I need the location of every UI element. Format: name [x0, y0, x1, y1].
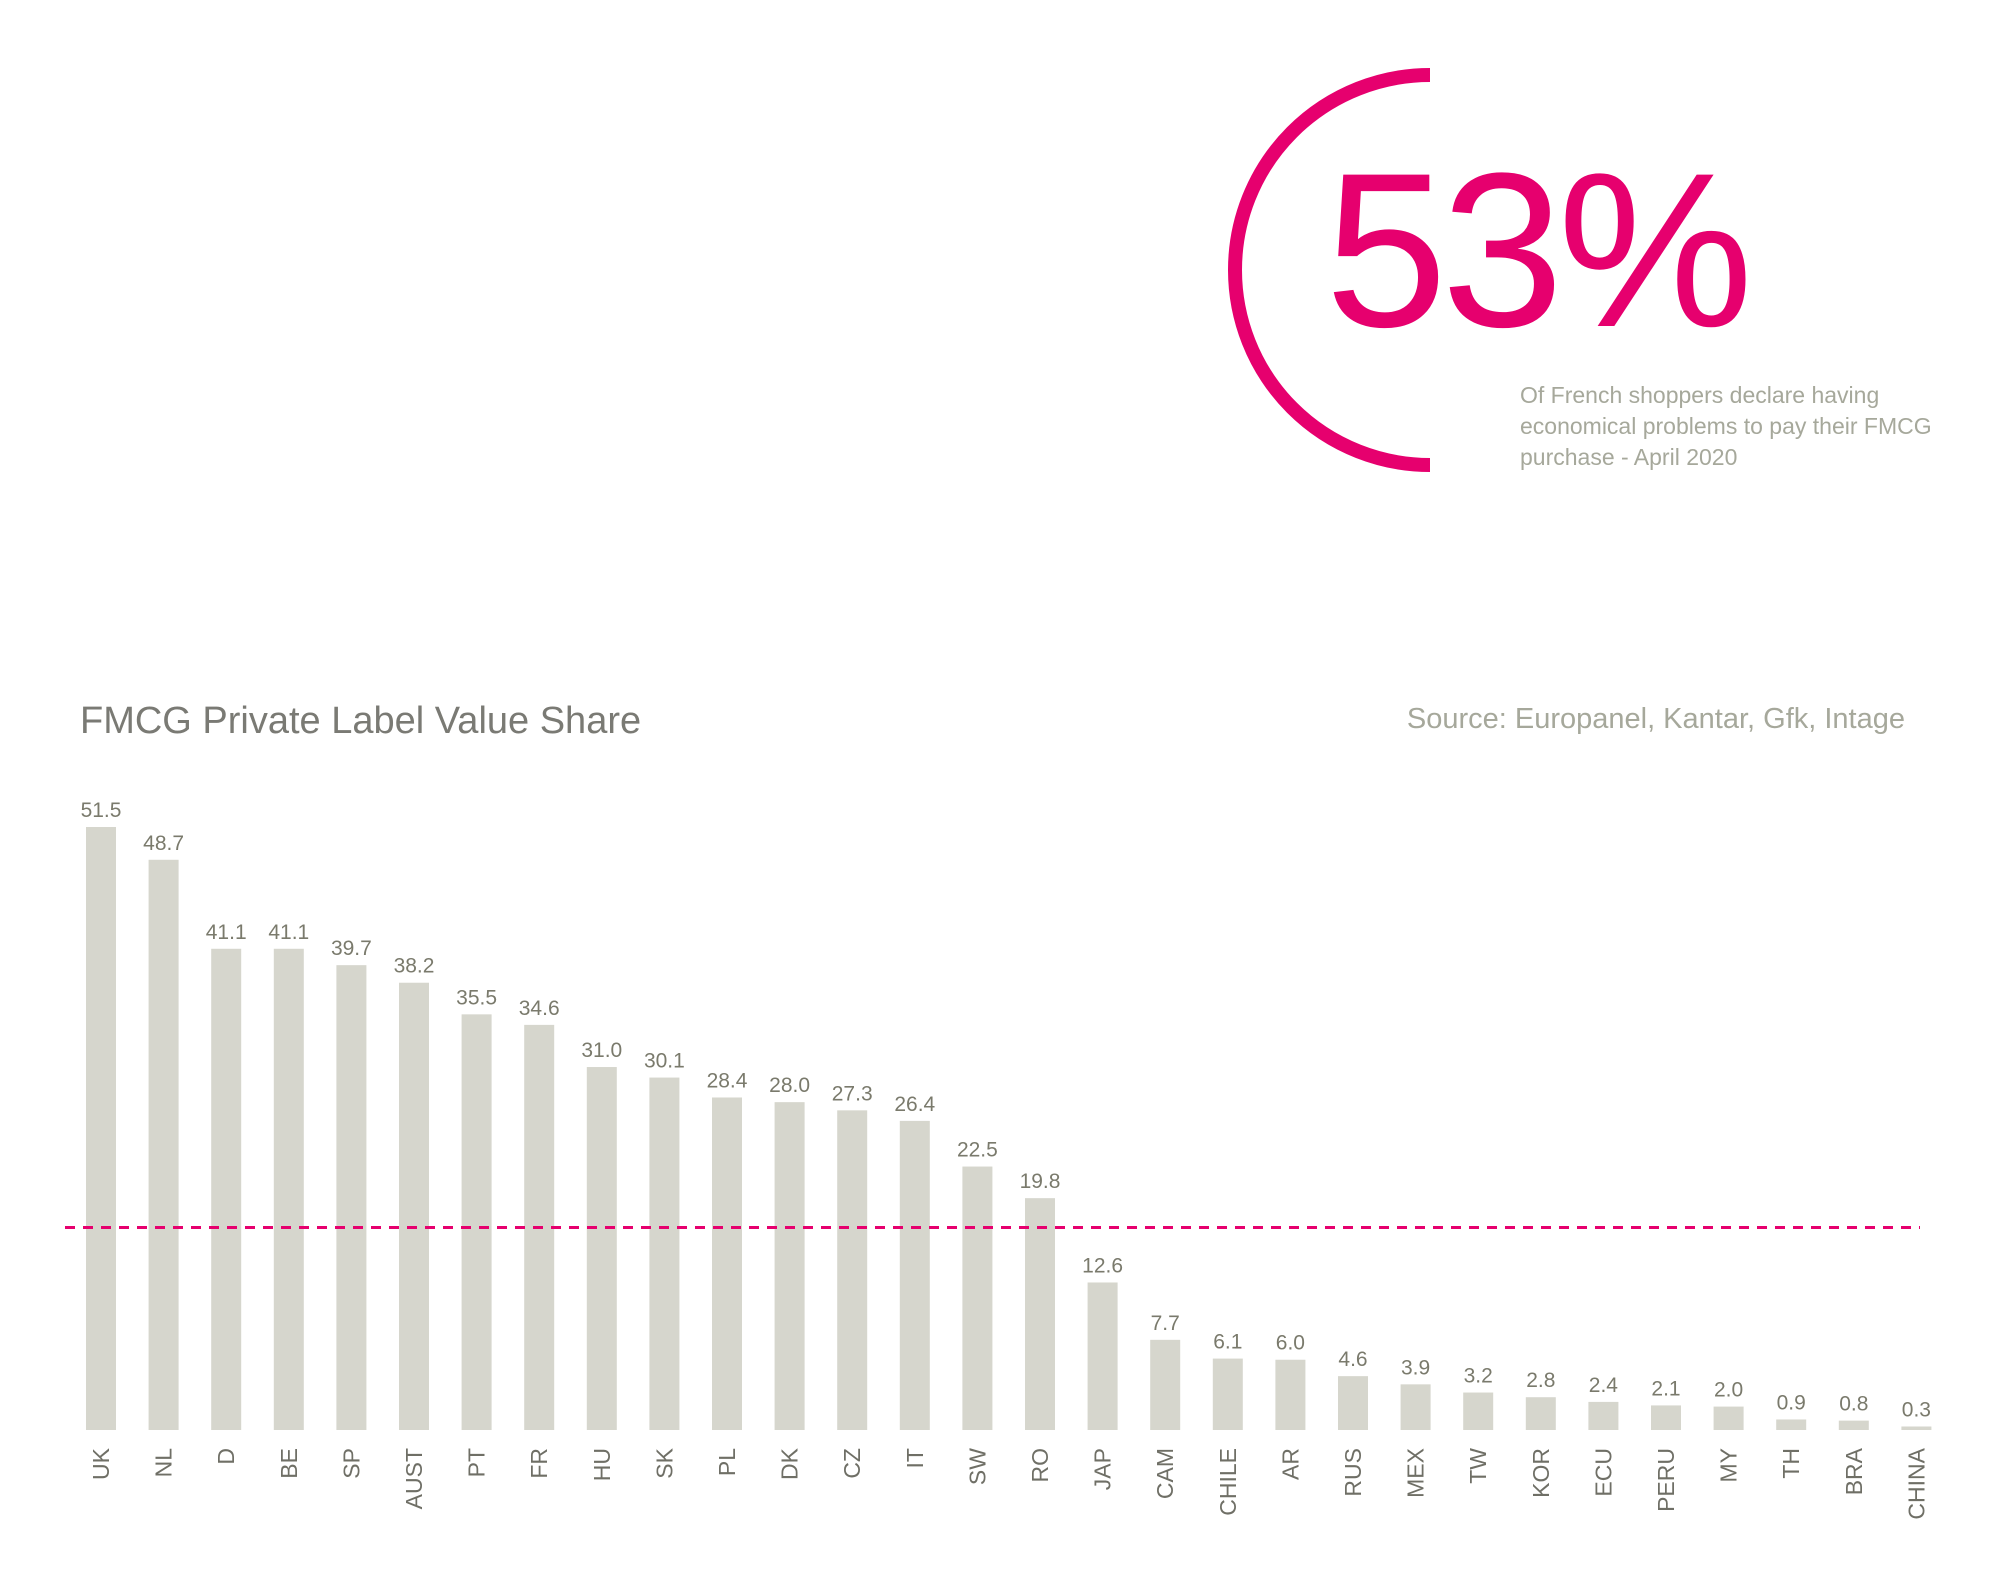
category-label: JAP	[1090, 1448, 1116, 1490]
bar-be	[273, 948, 304, 1430]
category-label: CHINA	[1903, 1447, 1929, 1519]
category-label: ECU	[1590, 1448, 1616, 1497]
stat-caption: Of French shoppers declare having econom…	[1520, 382, 1932, 470]
stat-number: 53%	[1325, 127, 1753, 373]
bar-value-label: 3.9	[1401, 1356, 1430, 1379]
bar-ar	[1275, 1359, 1306, 1430]
bar-pl	[712, 1097, 742, 1430]
bar-value-label: 34.6	[519, 997, 560, 1020]
bar-value-label: 0.3	[1902, 1398, 1931, 1421]
bar-pt	[461, 1014, 492, 1430]
highlight-arc	[1228, 68, 1431, 472]
category-label: PERU	[1653, 1448, 1679, 1512]
bar-value-label: 27.3	[832, 1082, 873, 1105]
bar-value-label: 3.2	[1464, 1365, 1493, 1388]
bar-mex	[1400, 1384, 1431, 1430]
category-label: PL	[714, 1448, 740, 1476]
category-label: FR	[526, 1448, 552, 1479]
bar-peru	[1651, 1405, 1681, 1430]
bar-sw	[962, 1166, 993, 1430]
category-label: DK	[777, 1447, 803, 1480]
bar-d	[211, 948, 242, 1430]
bar-sk	[649, 1077, 680, 1430]
bar-china	[1901, 1426, 1932, 1430]
bar-value-label: 2.0	[1714, 1379, 1743, 1402]
bar-value-label: 28.0	[769, 1074, 810, 1097]
bar-value-label: 0.8	[1839, 1393, 1868, 1416]
category-label: AUST	[401, 1448, 427, 1509]
category-label: SP	[338, 1448, 364, 1479]
bar-uk	[86, 827, 116, 1430]
bar-cam	[1150, 1339, 1181, 1430]
bar-value-label: 0.9	[1777, 1391, 1806, 1414]
category-label: RO	[1027, 1448, 1053, 1483]
category-label: AR	[1277, 1448, 1303, 1480]
category-label: D	[213, 1448, 239, 1465]
bar-value-label: 6.1	[1213, 1331, 1242, 1354]
bar-value-label: 41.1	[206, 921, 247, 944]
bar-value-label: 7.7	[1151, 1312, 1180, 1335]
bar-aust	[399, 982, 429, 1430]
bar-cz	[837, 1110, 868, 1430]
category-label: KOR	[1528, 1448, 1554, 1498]
category-label: TW	[1465, 1448, 1491, 1484]
category-label: UK	[88, 1447, 114, 1480]
stat-arc	[1228, 68, 1431, 472]
bar-ecu	[1588, 1401, 1619, 1430]
bar-chart: 51.5 UK 48.7 NL 41.1 D 41.1 BE 39.7 SP 38.2 AUST 35.…	[65, 799, 1932, 1520]
bar-th	[1776, 1419, 1807, 1430]
bar-tw	[1463, 1392, 1494, 1430]
bar-value-label: 19.8	[1020, 1170, 1061, 1193]
bar-jap	[1087, 1282, 1118, 1430]
bar-value-label: 2.8	[1526, 1369, 1555, 1392]
bar-value-label: 35.5	[456, 986, 497, 1009]
category-label: CHILE	[1215, 1448, 1241, 1516]
bar-value-label: 30.1	[644, 1050, 685, 1073]
bar-ro	[1025, 1198, 1055, 1430]
category-label: MY	[1716, 1448, 1742, 1483]
bar-value-label: 28.4	[707, 1069, 748, 1092]
category-label: PT	[464, 1448, 490, 1477]
category-label: BRA	[1841, 1447, 1867, 1495]
bar-it	[899, 1120, 930, 1430]
bar-value-label: 12.6	[1082, 1254, 1123, 1277]
category-label: BE	[276, 1448, 302, 1479]
category-label: SK	[651, 1447, 677, 1478]
bar-rus	[1338, 1376, 1368, 1430]
category-label: MEX	[1403, 1448, 1429, 1498]
bar-sp	[336, 965, 367, 1430]
bar-value-label: 41.1	[268, 921, 309, 944]
bar-dk	[774, 1102, 805, 1430]
category-label: RUS	[1340, 1448, 1366, 1497]
category-label: CAM	[1152, 1448, 1178, 1499]
bar-value-label: 26.4	[894, 1093, 935, 1116]
chart-source: Source: Europanel, Kantar, Gfk, Intage	[1406, 703, 1905, 735]
bar-value-label: 4.6	[1338, 1348, 1367, 1371]
bar-kor	[1525, 1397, 1556, 1430]
bar-chile	[1212, 1358, 1243, 1430]
bar-bra	[1838, 1420, 1869, 1430]
chart-title: FMCG Private Label Value Share	[80, 700, 642, 742]
bar-value-label: 2.4	[1589, 1374, 1619, 1397]
bar-value-label: 2.1	[1651, 1377, 1680, 1400]
category-label: HU	[589, 1448, 615, 1481]
bar-value-label: 48.7	[143, 832, 184, 855]
bar-value-label: 22.5	[957, 1139, 998, 1162]
bar-value-label: 38.2	[394, 955, 435, 978]
category-label: IT	[902, 1448, 928, 1468]
category-label: CZ	[839, 1448, 865, 1479]
category-label: NL	[151, 1448, 177, 1478]
bar-my	[1713, 1406, 1744, 1430]
bar-nl	[148, 859, 179, 1430]
highlight-stat: 53% Of French shoppers declare having ec…	[0, 0, 2000, 560]
bar-value-label: 6.0	[1276, 1332, 1305, 1355]
bar-value-label: 31.0	[581, 1039, 622, 1062]
bar-hu	[586, 1067, 617, 1430]
category-label: SW	[964, 1448, 990, 1485]
category-label: TH	[1778, 1448, 1804, 1479]
bar-value-label: 51.5	[81, 799, 122, 822]
bar-value-label: 39.7	[331, 937, 372, 960]
